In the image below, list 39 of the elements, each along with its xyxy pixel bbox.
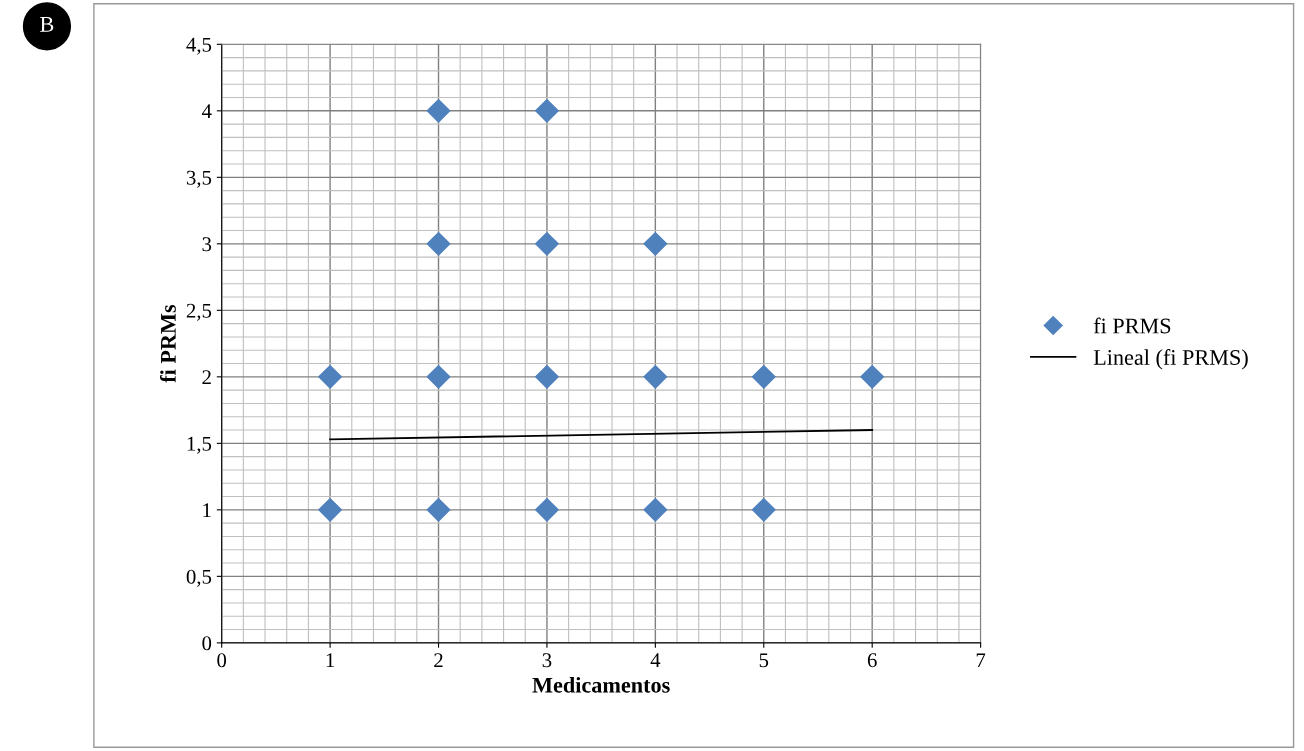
x-tick-label: 5 — [759, 653, 769, 668]
point — [751, 364, 776, 389]
y-tick-label: 2,5 — [186, 303, 212, 321]
x-tick-label: 3 — [542, 653, 552, 668]
point — [426, 231, 451, 256]
point — [426, 497, 451, 522]
y-tick-label: 2 — [202, 370, 211, 385]
x-tick-label: 4 — [650, 653, 661, 668]
y-tick-label: 1 — [203, 503, 211, 518]
point — [860, 364, 885, 389]
x-tick-label: 7 — [976, 653, 986, 668]
point — [535, 98, 559, 123]
y-axis-title: fi PRMs — [159, 304, 176, 383]
y-tick-label: 3 — [202, 237, 212, 252]
point — [535, 231, 559, 256]
point — [426, 98, 451, 123]
point — [318, 364, 342, 389]
y-tick-label: 4,5 — [186, 37, 212, 55]
point — [643, 364, 668, 389]
x-tick-label: 0 — [217, 653, 227, 668]
point — [643, 497, 668, 522]
text: B — [40, 17, 54, 32]
y-tick-label: 3,5 — [186, 170, 212, 188]
y-tick-label: 1,5 — [187, 436, 212, 454]
x-tick-label: 6 — [867, 653, 877, 668]
x-axis-title: Medicamentos — [532, 677, 670, 693]
x-tick-label: 1 — [326, 653, 335, 668]
y-tick-label: 0,5 — [186, 569, 212, 587]
point — [426, 364, 451, 389]
point — [535, 364, 559, 389]
legend-label: fi PRMS — [1093, 317, 1171, 334]
y-tick-label: 0 — [202, 636, 212, 651]
point — [643, 231, 668, 256]
legend-label: Lineal (fi PRMS) — [1093, 349, 1248, 370]
point — [535, 497, 559, 522]
y-tick-label: 4 — [201, 104, 212, 119]
point — [318, 497, 342, 522]
x-tick-label: 2 — [434, 653, 443, 668]
point — [751, 497, 776, 522]
